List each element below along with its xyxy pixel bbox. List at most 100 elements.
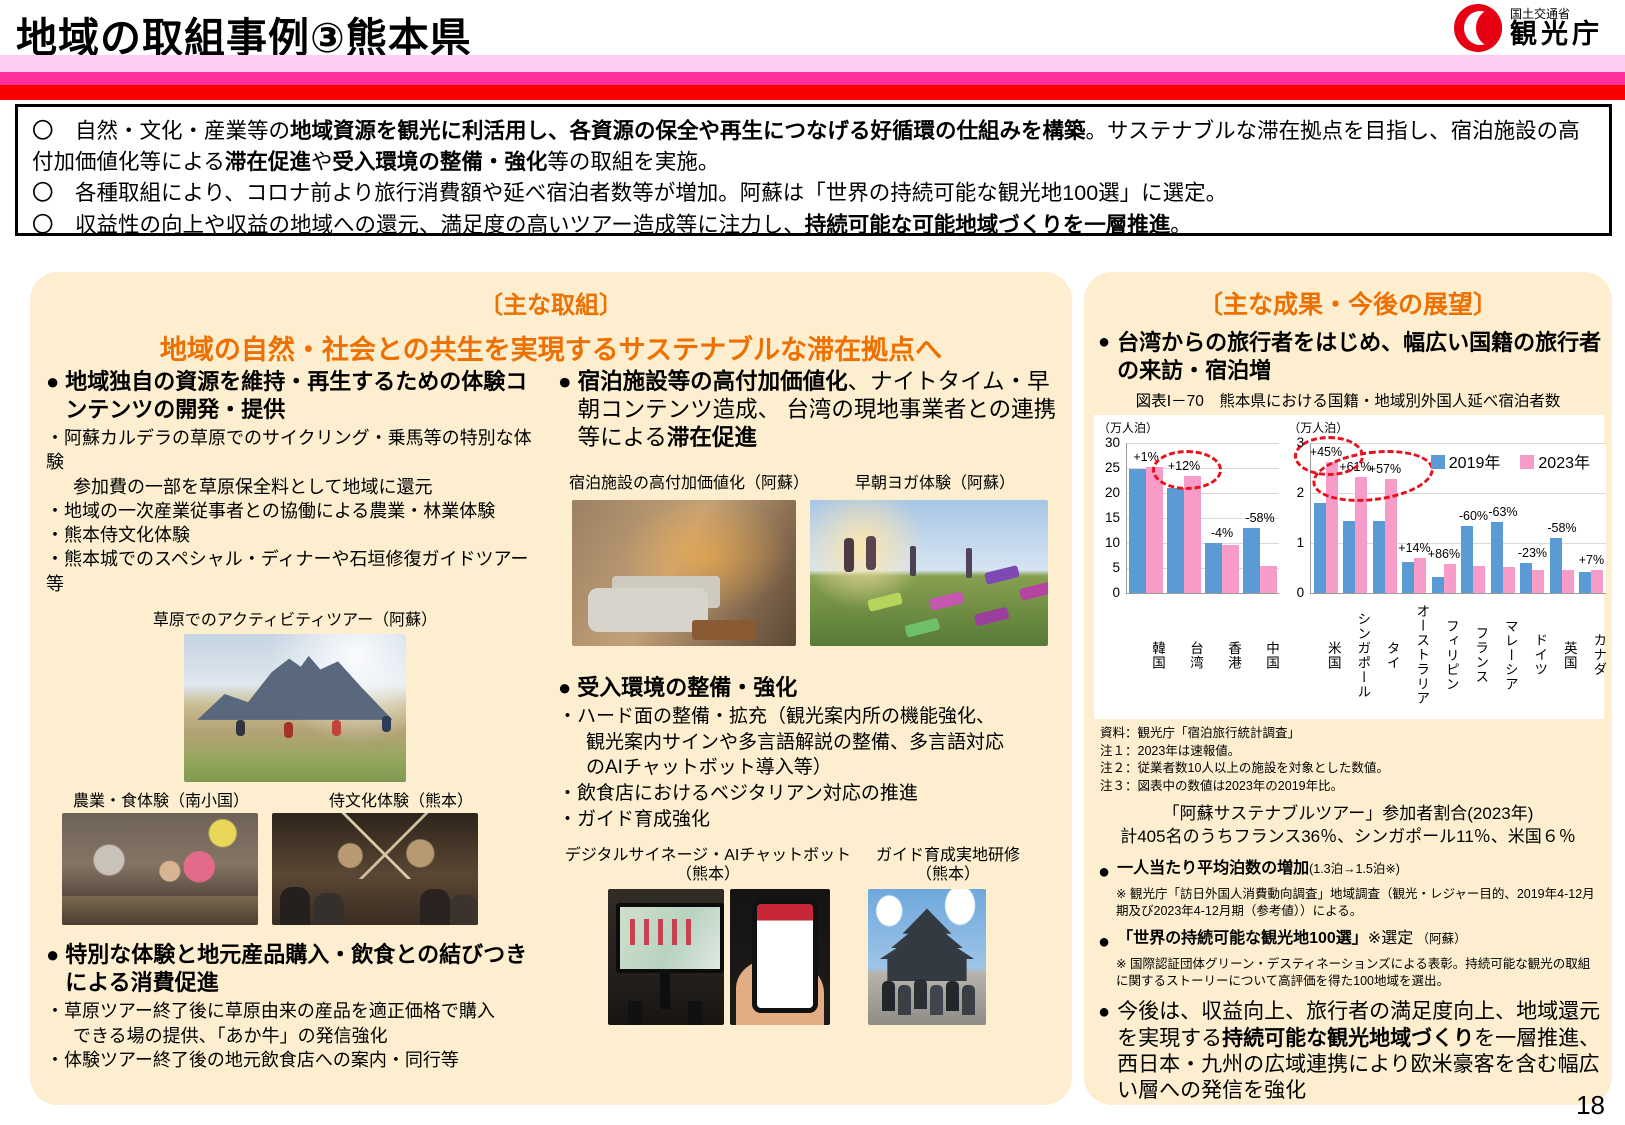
x-axis-category-label: 香港 [1226, 640, 1241, 670]
bullet-dot: ● [1098, 930, 1111, 953]
bar-2023年-台湾 [1184, 476, 1201, 593]
bar-2023年-香港 [1222, 545, 1239, 593]
legend-item: 2023年 [1520, 449, 1590, 473]
axis-unit-label: （万人泊） [1098, 421, 1159, 435]
legend-item: 2019年 [1430, 449, 1500, 473]
agency-name: 観光庁 [1510, 19, 1603, 50]
bar-2019年-フィリピン [1431, 577, 1444, 593]
jta-logo-icon [1454, 4, 1502, 52]
pct-change-label: +14% [1398, 540, 1431, 555]
bar-2023年-マレーシア [1502, 566, 1515, 593]
bar-2019年-中国 [1243, 528, 1260, 593]
note-line: 注３：図表中の数値は2023年の2019年比。 [1100, 778, 1344, 793]
gridline [1127, 518, 1279, 519]
sub-bullet-line: ・草原ツアー終了後に草原由来の産品を適正価格で購入 [46, 1001, 495, 1022]
pct-change-label: +12% [1167, 459, 1201, 473]
gridline [1127, 543, 1279, 544]
bar-2023年-ドイツ [1532, 570, 1545, 593]
page-title: 地域の取組事例③熊本県 [16, 15, 472, 61]
pct-change-label: +57% [1368, 462, 1402, 476]
sub-bullet-line: 観光案内サインや多言語解説の整備、多言語対応 [567, 731, 1005, 753]
chart-notes: 資料：観光庁「宿泊旅行統計調査」 注１：2023年は速報値。 注２：従業者数10人以… [1100, 725, 1612, 795]
summary-bullet-3: 〇 収益性の向上や収益の地域への還元、満足度の高いツアー造成等に注力し、持続可能… [32, 212, 1192, 237]
pct-change-label: +86% [1427, 547, 1461, 561]
sub-bullet-line: のAIチャットボット導入等） [567, 757, 832, 779]
pct-change-label: +7% [1578, 553, 1605, 567]
bar-2019年-タイ [1372, 520, 1385, 593]
bullet-dot: ● [1098, 331, 1111, 353]
y-axis-tick: 25 [1104, 460, 1120, 475]
note-line: 資料：観光庁「宿泊旅行統計調査」 [1100, 726, 1301, 740]
photo-farm-food-experience [62, 813, 258, 926]
bullet-dot: ● [558, 674, 572, 700]
caption-guide-training: ガイド育成実地研修 （熊本） [875, 847, 1020, 884]
x-axis-category-label: 英国 [1561, 640, 1577, 670]
note-line: 注１：2023年は速報値。 [1100, 743, 1241, 758]
bar-2019年-フランス [1461, 525, 1474, 593]
bar-2019年-シンガポール [1343, 520, 1356, 593]
reception-environment-heading: ● 受入環境の整備・強化 [558, 674, 798, 700]
overnight-stays-bar-chart: （万人泊） +1% +12% -4% -58% 0 5 10 15 20 25 30 韓国 台湾 香港 中国 … [1094, 415, 1607, 719]
high-value-accommodation-heading: ● 宿泊施設等の高付加価値化、ナイトタイム・早朝コンテンツ造成、 台湾の現地事業… [558, 368, 1060, 452]
divider-stripe-magenta [0, 72, 1625, 85]
bar-2019年-香港 [1205, 543, 1222, 593]
photo-grassland-activity-tour [184, 634, 406, 783]
bar-2019年-ドイツ [1520, 563, 1533, 593]
sub-bullet-line: ・飲食店におけるベジタリアン対応の推進 [558, 782, 918, 804]
caption-hotel-upgrade: 宿泊施設の高付加価値化（阿蘇） [568, 475, 809, 493]
divider-stripe-red [0, 85, 1625, 100]
caption-farm-experience: 農業・食体験（南小国） [72, 793, 249, 811]
reception-environment-items: ・ハード面の整備・拡充（観光案内所の機能強化、 観光案内サインや多言語解説の整備… [558, 704, 1060, 832]
sub-bullet-line: できる場の提供、「あか牛」の発信強化 [55, 1025, 388, 1046]
gridline [1127, 468, 1279, 469]
y-axis-tick: 10 [1104, 535, 1120, 550]
y-axis-tick: 2 [1296, 485, 1305, 500]
divider-stripe-pink [0, 55, 1625, 72]
y-axis-tick: 15 [1104, 510, 1120, 525]
x-axis-category-label: 中国 [1264, 640, 1279, 670]
pct-change-label: -58% [1245, 511, 1275, 525]
sub-bullet-line: ・阿蘇カルデラの草原でのサイクリング・乗馬等の特別な体験 [46, 428, 532, 473]
visitors-increase-heading: ● 台湾からの旅行者をはじめ、幅広い国籍の旅行者の来訪・宿泊増 [1098, 330, 1602, 383]
x-axis-category-label: マレーシア [1502, 618, 1518, 692]
future-outlook: ● 今後は、収益向上、旅行者の満足度向上、地域還元を実現する持続可能な観光地域づ… [1098, 999, 1602, 1104]
y-axis-tick: 0 [1112, 585, 1120, 600]
y-axis-tick: 1 [1296, 535, 1305, 550]
average-nights-heading: ● 一人当たり平均泊数の増加(1.3泊→1.5泊※) [1098, 859, 1400, 883]
gridline [1127, 493, 1279, 494]
photo-hotel-interior [572, 499, 796, 646]
bar-2023年-韓国 [1146, 467, 1163, 593]
plot-area: +1% +12% -4% -58% [1126, 443, 1279, 594]
results-panel-heading: 〔主な成果・今後の展望〕 [1197, 291, 1498, 319]
experience-content-items: ・阿蘇カルデラの草原でのサイクリング・乗馬等の特別な体験 参加費の一部を草原保全… [46, 426, 544, 596]
photo-digital-signage [608, 888, 724, 1025]
pct-change-label: -58% [1547, 521, 1577, 535]
bar-2023年-フィリピン [1443, 564, 1456, 593]
sub-bullet-line: ・熊本城でのスペシャル・ディナーや石垣修復ガイドツアー等 [46, 549, 529, 594]
main-middle-column: ● 宿泊施設等の高付加価値化、ナイトタイム・早朝コンテンツ造成、 台湾の現地事業… [558, 368, 1060, 1025]
bar-2019年-カナダ [1579, 571, 1592, 593]
average-nights-note: ※ 観光庁「訪日外国人消費動向調査」地域調査（観光・レジャー目的、2019年4-… [1116, 886, 1595, 918]
sub-bullet-line: ・体験ツアー終了後の地元飲食店への案内・同行等 [46, 1049, 459, 1070]
bar-2023年-タイ [1384, 479, 1397, 593]
bar-2019年-マレーシア [1490, 522, 1503, 593]
top100-heading: ● 「世界の持続可能な観光地100選」※選定 （阿蘇） [1098, 929, 1467, 953]
consumption-promotion-heading: ● 特別な体験と地元産品購入・飲食との結びつきによる消費促進 [46, 942, 528, 995]
bullet-dot: ● [46, 942, 60, 968]
consumption-promotion-items: ・草原ツアー終了後に草原由来の産品を適正価格で購入 できる場の提供、「あか牛」の… [46, 999, 544, 1072]
x-axis-category-label: ドイツ [1532, 633, 1548, 677]
x-axis-category-label: オーストラリア [1414, 604, 1430, 706]
photo-guide-training-castle [868, 888, 986, 1025]
top100-note: ※ 国際認証団体グリーン・デスティネーションズによる表彰。持続可能な観光の取組に… [1116, 956, 1591, 988]
x-axis-category-label: 韓国 [1150, 640, 1165, 670]
bullet-dot: ● [1098, 860, 1111, 883]
pct-change-label: -4% [1210, 526, 1234, 540]
bar-2019年-台湾 [1167, 488, 1184, 593]
summary-bullet-1: 〇 自然・文化・産業等の地域資源を観光に利活用し、各資源の保全や再生につなげる好… [32, 119, 1580, 174]
ministry-name: 国土交通省 [1510, 6, 1571, 21]
photo-morning-yoga [810, 499, 1048, 646]
sub-bullet-line: 参加費の一部を草原保全料として地域に還元 [55, 476, 433, 497]
legend-swatch [1520, 455, 1535, 469]
page-number: 18 [1576, 1090, 1605, 1120]
gridline [1127, 568, 1279, 569]
